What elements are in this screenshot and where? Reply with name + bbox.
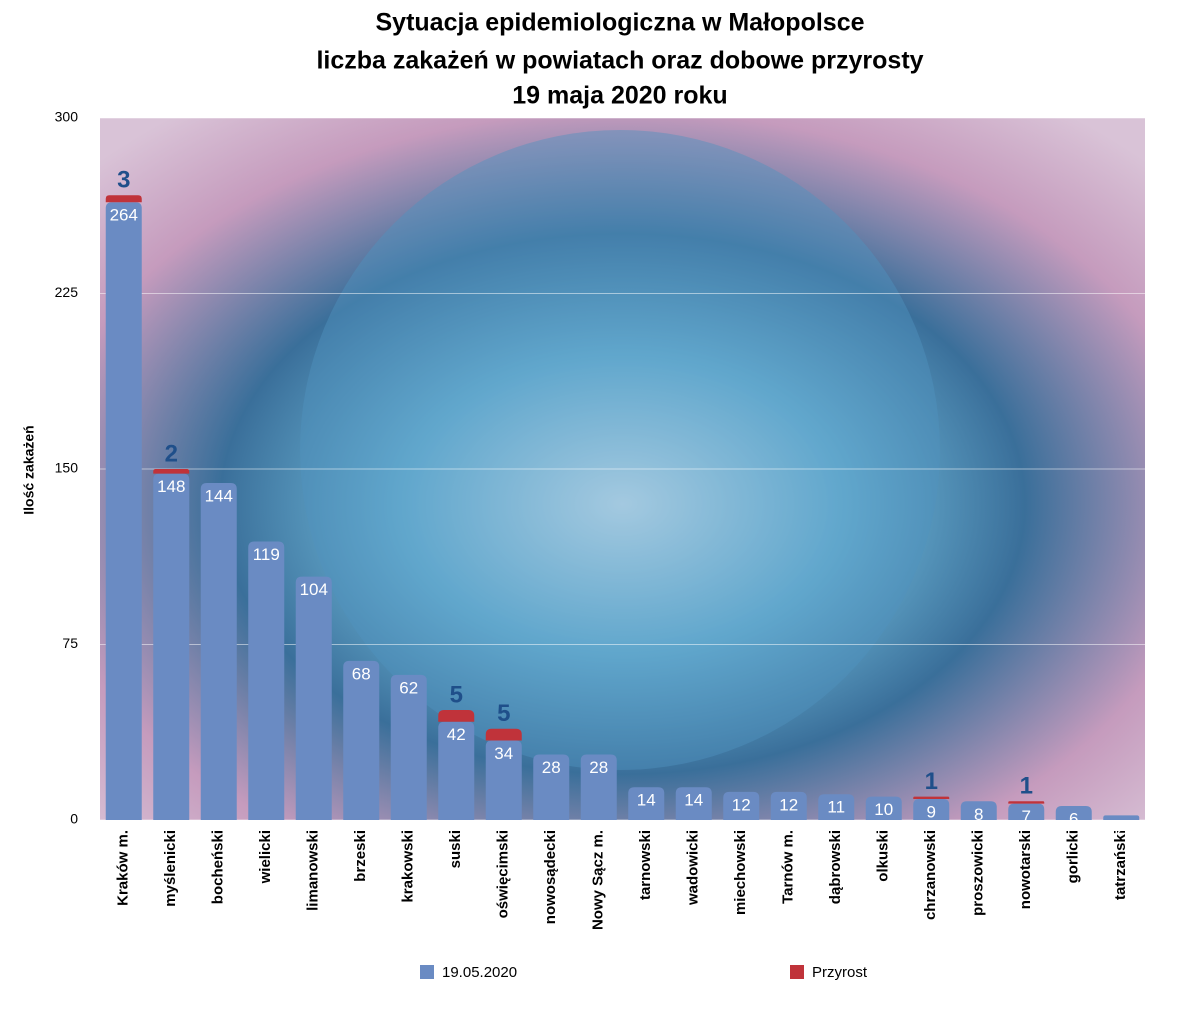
value-label: 148 [157,477,185,496]
bar [770,791,807,820]
x-tick-label: krakowski [400,830,417,903]
x-tick-label: tatrzański [1112,830,1129,900]
value-label: 14 [684,791,703,810]
bar [295,576,332,820]
increase-label: 5 [497,700,510,727]
x-tick-label: tarnowski [637,830,654,900]
increase-label: 3 [117,167,130,194]
legend-label: 19.05.2020 [442,964,517,981]
bar [913,798,950,820]
increase-label: 1 [1020,773,1033,800]
bar [533,754,570,820]
y-tick-label: 300 [55,109,79,125]
bar [580,754,617,820]
x-tick-label: wielicki [257,830,274,884]
increase-bar [485,728,522,741]
bar [675,787,712,820]
bar [1008,803,1045,820]
bar [818,794,855,820]
increase-bar [1008,801,1045,804]
x-tick-label: miechowski [732,830,749,915]
x-tick-label: wadowicki [685,830,702,906]
y-tick-label: 225 [55,284,79,300]
legend-swatch [420,965,434,979]
value-label: 6 [1069,809,1078,828]
bar [628,787,665,820]
increase-label: 2 [165,440,178,467]
value-label: 8 [974,805,983,824]
chart-title: 19 maja 2020 roku [512,82,727,110]
bar [248,541,285,820]
value-label: 144 [205,487,233,506]
bar [1103,815,1140,820]
x-tick-label: Nowy Sącz m. [590,830,607,930]
value-label: 12 [779,795,798,814]
x-tick-label: nowosądecki [542,830,559,924]
y-axis-label: Ilość zakażeń [21,425,37,515]
value-label: 34 [494,744,513,763]
bar [485,740,522,820]
value-label: 42 [447,725,466,744]
bar [438,721,475,820]
value-label: 12 [732,795,751,814]
chart-title: Sytuacja epidemiologiczna w Małopolsce [375,9,864,37]
x-tick-label: myślenicki [162,830,179,907]
value-label: 62 [399,678,418,697]
y-tick-label: 0 [70,811,78,827]
x-tick-label: suski [447,830,464,868]
bar [200,483,237,820]
value-label: 7 [1022,807,1031,826]
increase-label: 1 [925,768,938,795]
increase-bar [913,796,950,799]
legend-swatch [790,965,804,979]
x-tick-label: Tarnów m. [780,830,797,904]
y-tick-label: 75 [62,635,78,651]
value-label: 68 [352,664,371,683]
value-label: 11 [827,798,845,817]
globe-decoration [300,130,940,770]
y-tick-label: 150 [55,460,79,476]
bar [105,202,142,821]
x-tick-label: nowotarski [1017,830,1034,909]
x-tick-label: Kraków m. [115,830,132,906]
bar [153,473,190,820]
bar [1055,805,1092,820]
x-tick-label: oświęcimski [495,830,512,918]
bar [723,791,760,820]
bar [390,674,427,820]
x-tick-label: brzeski [352,830,369,882]
x-tick-label: bocheński [210,830,227,904]
bar [960,801,997,820]
x-tick-label: olkuski [875,830,892,882]
value-label: 2 [1117,819,1126,838]
x-tick-label: dąbrowski [827,830,844,904]
x-tick-label: gorlicki [1065,830,1082,883]
increase-bar [438,710,475,722]
increase-label: 5 [450,681,463,708]
value-label: 28 [589,758,608,777]
bar [865,796,902,820]
increase-bar [153,469,190,474]
value-label: 28 [542,758,561,777]
value-label: 10 [874,800,893,819]
chart-title: liczba zakażeń w powiatach oraz dobowe p… [316,47,923,75]
x-tick-label: limanowski [305,830,322,911]
value-label: 119 [253,545,280,564]
bar [343,660,380,820]
x-tick-label: chrzanowski [922,830,939,920]
value-label: 264 [110,206,138,225]
value-label: 104 [300,580,328,599]
value-label: 14 [637,791,656,810]
value-label: 9 [927,802,936,821]
x-tick-label: proszowicki [970,830,987,916]
increase-bar [105,195,142,203]
legend-label: Przyrost [812,964,868,981]
